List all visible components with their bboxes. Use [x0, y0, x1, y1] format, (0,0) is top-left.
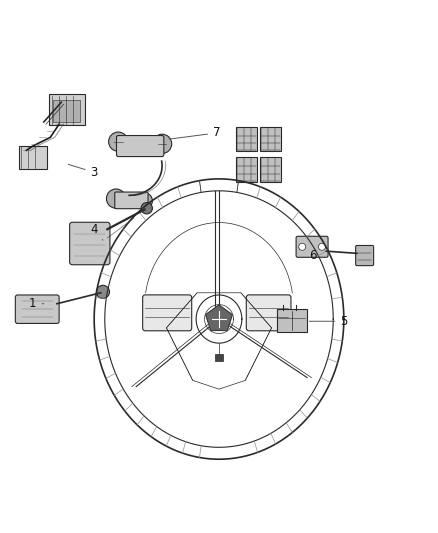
Circle shape [109, 132, 128, 151]
FancyBboxPatch shape [143, 295, 192, 331]
FancyBboxPatch shape [70, 222, 110, 265]
Circle shape [152, 134, 172, 154]
Text: 3: 3 [68, 164, 98, 179]
Text: 4: 4 [90, 223, 103, 240]
FancyBboxPatch shape [19, 146, 47, 169]
FancyBboxPatch shape [246, 295, 291, 331]
FancyBboxPatch shape [260, 157, 281, 182]
Circle shape [299, 243, 306, 251]
Circle shape [106, 189, 126, 208]
FancyBboxPatch shape [53, 100, 80, 123]
FancyBboxPatch shape [49, 94, 85, 125]
FancyBboxPatch shape [296, 236, 328, 257]
Text: 5: 5 [309, 315, 347, 328]
FancyBboxPatch shape [236, 127, 257, 151]
Circle shape [96, 285, 110, 298]
FancyBboxPatch shape [356, 246, 374, 265]
FancyBboxPatch shape [277, 309, 307, 332]
Text: 6: 6 [309, 249, 322, 262]
Circle shape [318, 243, 325, 251]
Bar [215, 354, 223, 361]
Circle shape [141, 203, 152, 214]
Polygon shape [206, 305, 232, 330]
FancyBboxPatch shape [115, 192, 148, 209]
FancyBboxPatch shape [117, 135, 164, 157]
Text: 7: 7 [169, 126, 221, 140]
Text: 1: 1 [29, 297, 44, 310]
Circle shape [137, 193, 152, 209]
FancyBboxPatch shape [236, 157, 257, 182]
FancyBboxPatch shape [15, 295, 59, 324]
FancyBboxPatch shape [260, 127, 281, 151]
